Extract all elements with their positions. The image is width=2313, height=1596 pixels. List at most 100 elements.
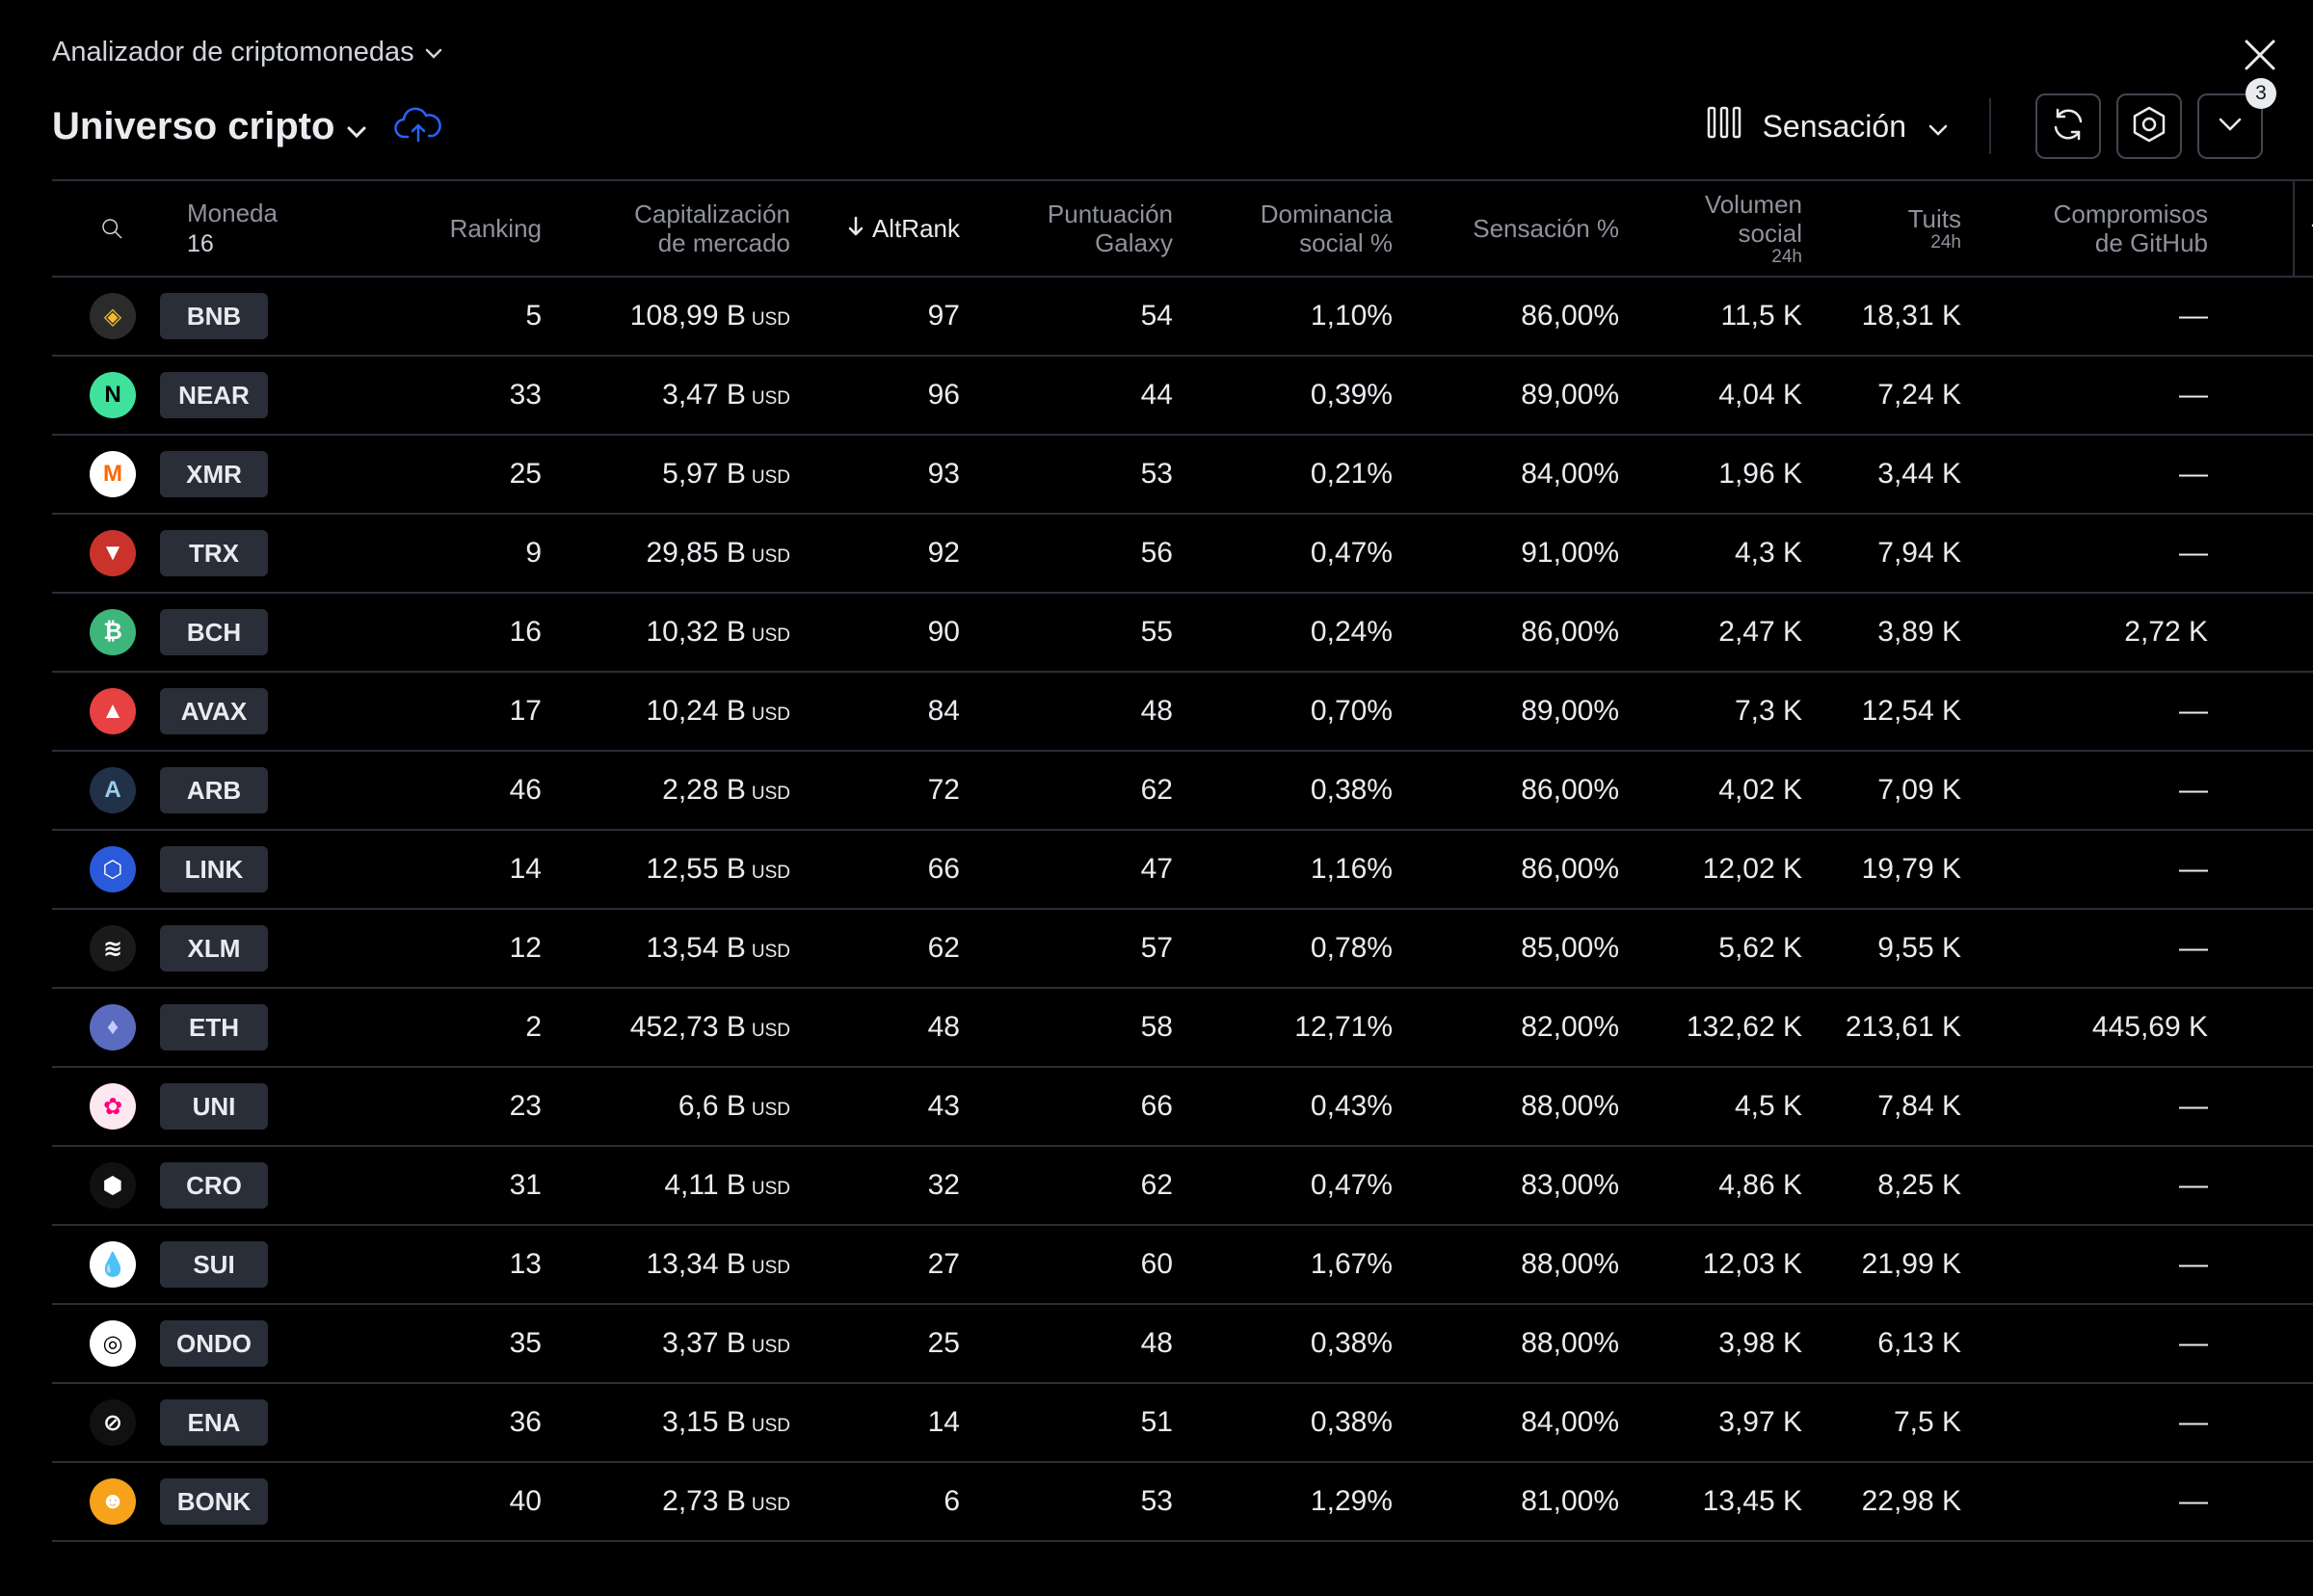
screen-title-dropdown[interactable]: Universo cripto (52, 105, 367, 148)
app-title-dropdown[interactable]: Analizador de criptomonedas (52, 37, 443, 68)
add-column-button[interactable] (2293, 180, 2313, 277)
cloud-upload-button[interactable] (394, 106, 442, 147)
table-row[interactable]: A ARB 46 2,28 B USD 72 62 0,38% 86,00% 4,… (52, 751, 2313, 830)
header-tweets-label: Tuits (1907, 204, 1961, 233)
cell-coin: N NEAR (52, 356, 297, 435)
currency-label: USD (751, 1337, 790, 1357)
search-icon[interactable] (52, 209, 123, 248)
cell-altrank: 14 (927, 1406, 960, 1438)
chevron-down-icon (424, 37, 443, 68)
cell-market-cap: 452,73 B USD (542, 988, 790, 1067)
ticker-badge[interactable]: XLM (160, 925, 268, 971)
ticker-badge[interactable]: TRX (160, 530, 268, 576)
cell-coin: ⬡ LINK (52, 830, 297, 909)
cell-tweets: 21,99 K (1861, 1248, 1961, 1280)
table-row[interactable]: ⬡ LINK 14 12,55 B USD 66 47 1,16% 86,00% … (52, 830, 2313, 909)
ticker-badge[interactable]: ARB (160, 767, 268, 813)
table-row[interactable]: ♦ ETH 2 452,73 B USD 48 58 12,71% 82,00% … (52, 988, 2313, 1067)
table-row[interactable]: ▲ AVAX 17 10,24 B USD 84 48 0,70% 89,00% … (52, 672, 2313, 751)
table-row[interactable]: ▼ TRX 9 29,85 B USD 92 56 0,47% 91,00% 4,… (52, 514, 2313, 593)
ticker-badge[interactable]: CRO (160, 1162, 268, 1209)
header-ranking[interactable]: Ranking (297, 180, 542, 277)
currency-label: USD (751, 942, 790, 962)
chevron-down-icon (2218, 117, 2243, 137)
cell-social-dominance: 0,43% (1310, 1090, 1393, 1122)
header-altrank[interactable]: AltRank (790, 180, 960, 277)
cell-galaxy-score: 53 (1140, 458, 1173, 490)
header-volume-line2: social (1738, 219, 1802, 248)
coin-logo-icon: ◎ (90, 1320, 136, 1367)
cell-galaxy-score: 58 (1140, 1011, 1173, 1043)
cell-altrank: 90 (927, 616, 960, 648)
cell-altrank: 97 (927, 300, 960, 332)
table-row[interactable]: ☻ BONK 40 2,73 B USD 6 53 1,29% 81,00% 13… (52, 1462, 2313, 1541)
header-github[interactable]: Compromisos de GitHub (1961, 180, 2208, 277)
ticker-badge[interactable]: SUI (160, 1241, 268, 1288)
close-button[interactable] (2236, 33, 2284, 81)
cell-github-commits: — (2179, 853, 2208, 885)
ticker-badge[interactable]: BCH (160, 609, 268, 655)
header-dominance[interactable]: Dominancia social % (1173, 180, 1393, 277)
table-row[interactable]: ◈ BNB 5 108,99 B USD 97 54 1,10% 86,00% 1… (52, 277, 2313, 356)
header-galaxy[interactable]: Puntuación Galaxy (960, 180, 1173, 277)
cell-galaxy-score: 47 (1140, 853, 1173, 885)
table-row[interactable]: ₿ BCH 16 10,32 B USD 90 55 0,24% 86,00% 2… (52, 593, 2313, 672)
table-row[interactable]: 💧 SUI 13 13,34 B USD 27 60 1,67% 88,00% 1… (52, 1225, 2313, 1304)
cell-social-volume: 4,86 K (1718, 1169, 1802, 1201)
cell-market-cap: 3,37 B USD (542, 1304, 790, 1383)
ticker-badge[interactable]: ETH (160, 1004, 268, 1051)
refresh-button[interactable] (2035, 93, 2101, 159)
table-row[interactable]: ⊘ ENA 36 3,15 B USD 14 51 0,38% 84,00% 3,… (52, 1383, 2313, 1462)
cell-coin: ₿ BCH (52, 593, 297, 672)
currency-label: USD (751, 309, 790, 330)
table-row[interactable]: ◎ ONDO 35 3,37 B USD 25 48 0,38% 88,00% 3… (52, 1304, 2313, 1383)
cell-sentiment: 89,00% (1521, 379, 1619, 411)
header-sentiment-label: Sensación % (1473, 214, 1619, 243)
cell-tweets: 7,09 K (1877, 774, 1961, 806)
cell-social-volume: 12,02 K (1702, 853, 1802, 885)
table-row[interactable]: ✿ UNI 23 6,6 B USD 43 66 0,43% 88,00% 4,5… (52, 1067, 2313, 1146)
table-row[interactable]: M XMR 25 5,97 B USD 93 53 0,21% 84,00% 1,… (52, 435, 2313, 514)
ticker-badge[interactable]: AVAX (160, 688, 268, 734)
cell-social-dominance: 0,78% (1310, 932, 1393, 964)
cell-social-volume: 1,96 K (1718, 458, 1802, 490)
ticker-badge[interactable]: NEAR (160, 372, 268, 418)
header-tweets[interactable]: Tuits 24h (1802, 180, 1961, 277)
cell-github-commits: 445,69 K (2091, 1011, 2208, 1043)
cell-social-dominance: 0,47% (1310, 537, 1393, 569)
market-cap-value: 13,34 B (646, 1248, 746, 1280)
cell-coin: ▼ TRX (52, 514, 297, 593)
table-row[interactable]: ≋ XLM 12 13,54 B USD 62 57 0,78% 85,00% 5… (52, 909, 2313, 988)
cell-ranking: 13 (509, 1248, 542, 1280)
header-sentiment[interactable]: Sensación % (1393, 180, 1619, 277)
market-cap-value: 29,85 B (646, 537, 746, 569)
cell-social-volume: 11,5 K (1720, 300, 1802, 332)
screen-header: Universo cripto Sensación (52, 78, 2276, 160)
cell-github-commits: — (2179, 1169, 2208, 1201)
ticker-badge[interactable]: XMR (160, 451, 268, 497)
table-row[interactable]: N NEAR 33 3,47 B USD 96 44 0,39% 89,00% 4… (52, 356, 2313, 435)
coin-logo-icon: ⊘ (90, 1399, 136, 1446)
columns-preset-dropdown[interactable]: Sensación (1707, 106, 1954, 146)
ticker-badge[interactable]: BONK (160, 1478, 268, 1525)
more-options-button[interactable]: 3 (2197, 78, 2276, 159)
header-coin[interactable]: Moneda 16 (52, 180, 297, 277)
table-row[interactable]: ⬢ CRO 31 4,11 B USD 32 62 0,47% 83,00% 4,… (52, 1146, 2313, 1225)
ticker-badge[interactable]: UNI (160, 1083, 268, 1130)
ticker-badge[interactable]: LINK (160, 846, 268, 892)
ticker-badge[interactable]: ONDO (160, 1320, 268, 1367)
header-social-volume[interactable]: Volumen social 24h (1619, 180, 1802, 277)
ticker-badge[interactable]: BNB (160, 293, 268, 339)
cell-altrank: 62 (927, 932, 960, 964)
gear-icon (2130, 105, 2168, 148)
cell-add-spacer (2294, 988, 2313, 1067)
market-cap-value: 13,54 B (646, 932, 746, 964)
cell-social-dominance: 0,70% (1310, 695, 1393, 727)
ticker-badge[interactable]: ENA (160, 1399, 268, 1446)
settings-button[interactable] (2116, 93, 2182, 159)
cell-github-commits: — (2179, 537, 2208, 569)
cell-market-cap: 12,55 B USD (542, 830, 790, 909)
cell-social-volume: 4,04 K (1718, 379, 1802, 411)
market-cap-value: 12,55 B (646, 853, 746, 885)
header-market-cap[interactable]: Capitalización de mercado (542, 180, 790, 277)
